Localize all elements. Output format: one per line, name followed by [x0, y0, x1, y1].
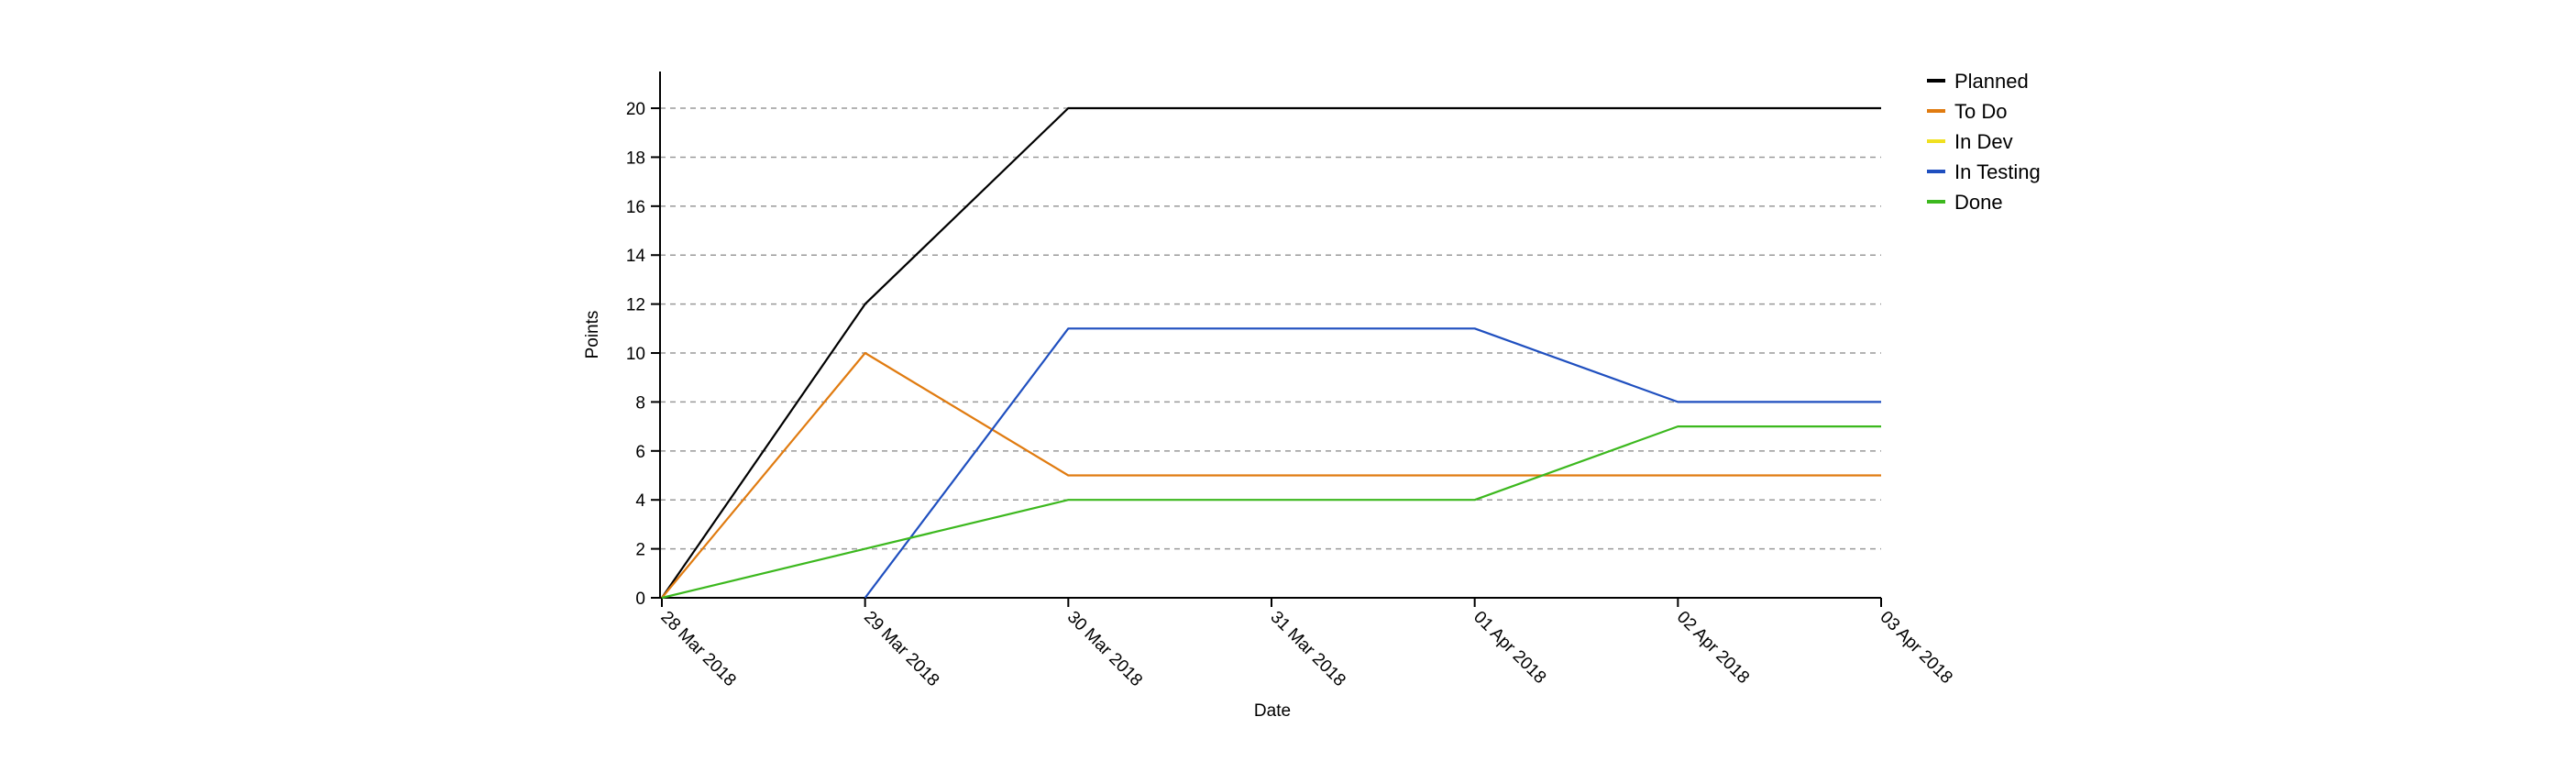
legend-label: In Testing [1954, 160, 2041, 183]
y-tick-label: 12 [626, 296, 645, 315]
y-tick-label: 16 [626, 198, 645, 217]
legend: Planned To Do In Dev In Testing Done [1927, 70, 2041, 214]
legend-label: To Do [1954, 100, 2007, 123]
y-tick-label: 8 [635, 393, 645, 413]
x-tick-label: 29 Mar 2018 [860, 608, 942, 690]
y-tick-label: 14 [626, 247, 646, 266]
legend-label: Done [1954, 191, 2003, 214]
legend-label: Planned [1954, 70, 2029, 93]
series-line-in-testing [864, 327, 1881, 599]
series-line-done [661, 425, 1881, 600]
x-tick-label: 30 Mar 2018 [1063, 608, 1146, 690]
x-tick-label: 03 Apr 2018 [1876, 608, 1955, 688]
y-tick-label: 18 [626, 149, 645, 168]
x-tick-label: 01 Apr 2018 [1470, 608, 1549, 688]
series-line-planned [661, 106, 1881, 599]
x-axis-ticks: 28 Mar 2018 29 Mar 2018 30 Mar 2018 31 Mar … [656, 598, 1956, 690]
y-tick-label: 2 [635, 541, 645, 560]
y-axis-ticks: 0 2 4 6 8 10 12 14 16 18 20 [626, 100, 660, 609]
y-tick-label: 10 [626, 345, 645, 364]
x-axis-title: Date [1254, 701, 1291, 721]
y-axis-title: Points [583, 311, 602, 359]
legend-item-in-dev: In Dev [1927, 130, 2013, 153]
legend-item-done: Done [1927, 191, 2003, 214]
y-tick-label: 20 [626, 100, 645, 119]
series-line-to-do [661, 351, 1881, 599]
x-tick-label: 02 Apr 2018 [1673, 608, 1753, 688]
series-lines [661, 106, 1881, 600]
x-tick-label: 31 Mar 2018 [1266, 608, 1349, 690]
legend-item-in-testing: In Testing [1927, 160, 2041, 183]
y-tick-label: 0 [635, 590, 645, 609]
legend-label: In Dev [1954, 130, 2013, 153]
legend-item-planned: Planned [1927, 70, 2029, 93]
x-tick-label: 28 Mar 2018 [656, 608, 739, 690]
legend-item-to-do: To Do [1927, 100, 2007, 123]
y-tick-label: 4 [635, 491, 645, 511]
y-tick-label: 6 [635, 443, 645, 462]
